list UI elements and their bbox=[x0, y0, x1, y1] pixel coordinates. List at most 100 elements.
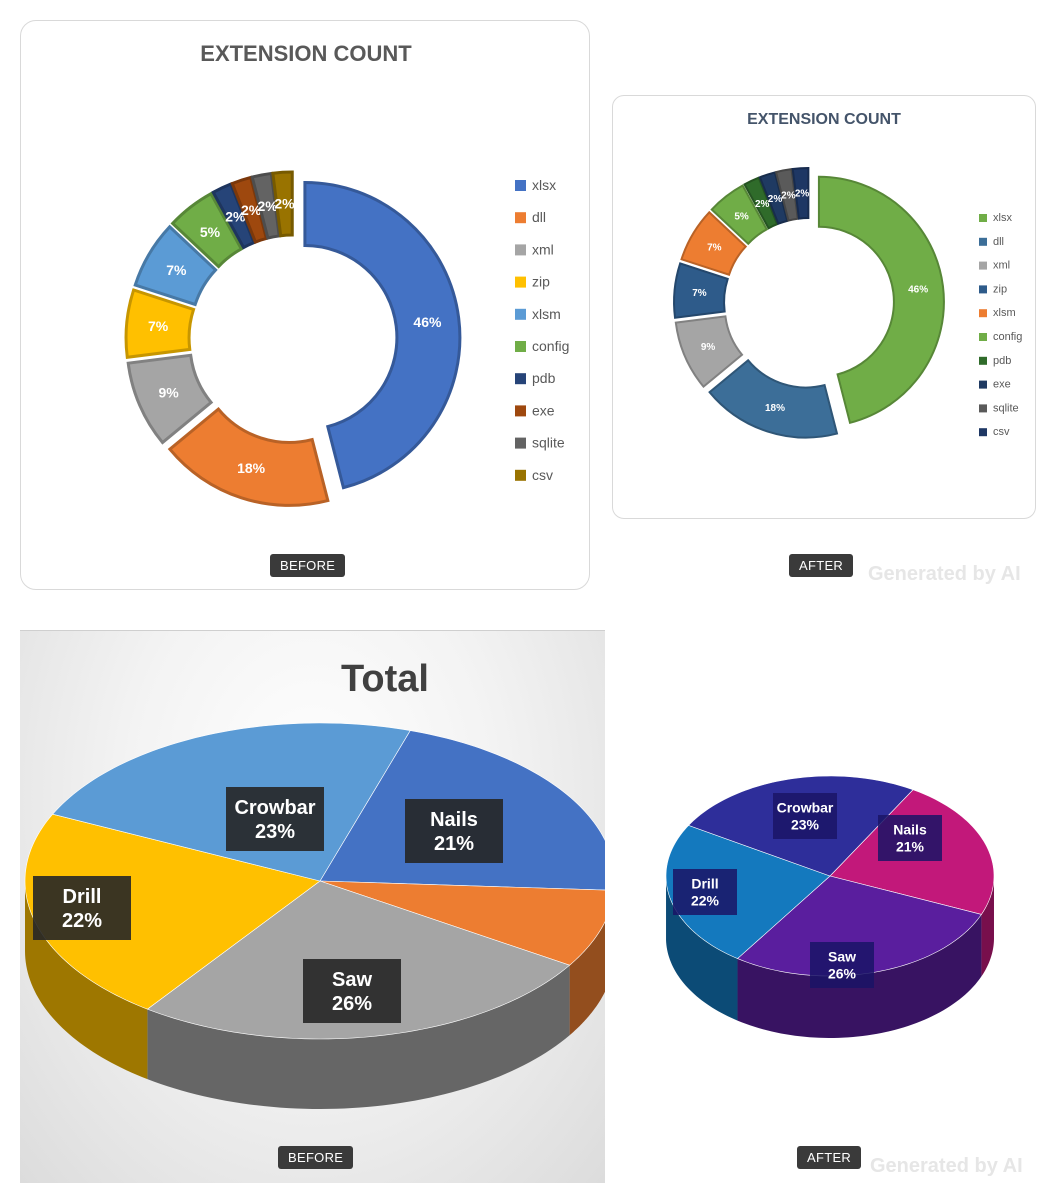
donut-slice-xlsm bbox=[680, 210, 748, 276]
donut-slice-xml bbox=[674, 315, 744, 389]
legend-label-xml: xml bbox=[993, 260, 1010, 272]
legend-swatch-zip bbox=[979, 285, 987, 294]
legend-label-csv: csv bbox=[532, 467, 553, 483]
legend-label-pdb: pdb bbox=[532, 370, 556, 386]
donut-slice-zip bbox=[673, 262, 729, 319]
chart-title: Total bbox=[341, 658, 429, 700]
data-label-sqlite: 2% bbox=[781, 190, 796, 201]
legend-label-csv: csv bbox=[993, 426, 1010, 438]
donut-slice-dll bbox=[708, 358, 839, 439]
data-label-dll: 18% bbox=[237, 460, 266, 476]
svg-text:21%: 21% bbox=[434, 833, 474, 855]
legend-label-config: config bbox=[532, 338, 569, 354]
donut-slice-sqlite bbox=[250, 171, 281, 240]
donut-slice-pdb bbox=[211, 182, 256, 250]
total-after-panel: Crowbar 23% Nails 21% Drill 22% Saw 26% bbox=[612, 630, 1036, 1182]
data-label-dll: 18% bbox=[765, 403, 785, 414]
legend-swatch-dll bbox=[979, 237, 987, 246]
pie-side-orange bbox=[569, 890, 615, 1036]
legend-label-exe: exe bbox=[532, 402, 555, 418]
data-label-csv: 2% bbox=[274, 196, 295, 212]
svg-text:22%: 22% bbox=[691, 892, 720, 908]
data-label-xlsx: 46% bbox=[908, 285, 928, 296]
legend-label-sqlite: sqlite bbox=[532, 435, 565, 451]
legend-label-xlsm: xlsm bbox=[532, 306, 561, 322]
legend-swatch-xlsm bbox=[515, 308, 526, 320]
donut-slice-config bbox=[170, 191, 244, 269]
before-badge-top: BEFORE bbox=[270, 554, 346, 577]
legend-label-xlsx: xlsx bbox=[993, 212, 1012, 224]
svg-text:Drill: Drill bbox=[63, 886, 102, 908]
legend-swatch-zip bbox=[515, 276, 526, 288]
legend-label-zip: zip bbox=[532, 274, 550, 290]
data-label-exe: 2% bbox=[241, 202, 262, 218]
legend-swatch-sqlite bbox=[515, 437, 526, 449]
data-label-zip: 7% bbox=[692, 288, 707, 299]
extension-before-card: EXTENSION COUNT 46% 18% 9% 7% 7% 5% 2% 2% 2% 2% xls… bbox=[20, 20, 590, 590]
donut-slice-xlsm bbox=[133, 224, 218, 307]
data-label-xlsm: 7% bbox=[166, 262, 187, 278]
donut-slice-dll bbox=[167, 406, 330, 507]
legend-swatch-xml bbox=[979, 261, 987, 270]
svg-text:23%: 23% bbox=[255, 821, 295, 843]
legend-swatch-xml bbox=[515, 244, 526, 256]
svg-text:26%: 26% bbox=[828, 965, 857, 981]
donut-slice-csv bbox=[791, 167, 810, 220]
data-label-xml: 9% bbox=[159, 385, 180, 401]
data-label-zip: 7% bbox=[148, 318, 169, 334]
data-label-xlsm: 7% bbox=[707, 243, 722, 254]
svg-text:Nails: Nails bbox=[430, 809, 478, 831]
legend-label-sqlite: sqlite bbox=[993, 402, 1019, 414]
donut-slice-sqlite bbox=[774, 168, 799, 222]
extension-before-chart: EXTENSION COUNT46%18%9%7%7%5%2%2%2%2%xls… bbox=[124, 41, 569, 507]
svg-text:21%: 21% bbox=[896, 838, 925, 854]
data-label-pdb: 2% bbox=[755, 199, 770, 210]
legend-swatch-config bbox=[979, 333, 987, 341]
data-label-csv: 2% bbox=[795, 189, 810, 200]
data-label-pdb: 2% bbox=[225, 208, 246, 224]
donut-slice-xlsx bbox=[817, 175, 945, 425]
legend-label-dll: dll bbox=[532, 209, 546, 225]
svg-text:Crowbar: Crowbar bbox=[234, 797, 315, 819]
data-label-sqlite: 2% bbox=[257, 198, 278, 214]
svg-text:22%: 22% bbox=[62, 910, 102, 932]
total-before-panel: Total Crowbar 23% Nails 21% Drill 22% Saw 26% bbox=[20, 630, 616, 1183]
legend-swatch-xlsx bbox=[979, 214, 987, 222]
legend-label-dll: dll bbox=[993, 236, 1004, 248]
legend-swatch-pdb bbox=[979, 356, 987, 365]
after-badge-bottom: AFTER bbox=[797, 1146, 862, 1169]
donut-slice-zip bbox=[124, 288, 196, 359]
pie-side-saw bbox=[147, 965, 570, 1109]
svg-text:26%: 26% bbox=[332, 993, 372, 1015]
before-badge-bottom: BEFORE bbox=[278, 1146, 354, 1169]
legend-swatch-dll bbox=[515, 212, 526, 224]
pie-slice-drill bbox=[665, 825, 831, 959]
legend-label-zip: zip bbox=[993, 283, 1007, 295]
donut-slice-pdb bbox=[743, 176, 779, 230]
legend-swatch-csv bbox=[515, 469, 526, 481]
donut-slice-exe bbox=[758, 171, 789, 226]
legend-swatch-xlsx bbox=[515, 180, 526, 191]
donut-slice-exe bbox=[230, 175, 269, 244]
donut-slice-xml bbox=[126, 353, 214, 445]
svg-text:Saw: Saw bbox=[332, 969, 372, 991]
legend-swatch-exe bbox=[515, 405, 526, 417]
after-badge-top: AFTER bbox=[789, 554, 854, 577]
chart-title: EXTENSION COUNT bbox=[200, 41, 412, 66]
data-label-exe: 2% bbox=[768, 194, 783, 205]
legend-swatch-sqlite bbox=[979, 404, 987, 413]
legend-swatch-pdb bbox=[515, 373, 526, 385]
data-label-xlsx: 46% bbox=[413, 314, 442, 330]
svg-text:23%: 23% bbox=[791, 816, 820, 832]
legend-swatch-exe bbox=[979, 380, 987, 389]
